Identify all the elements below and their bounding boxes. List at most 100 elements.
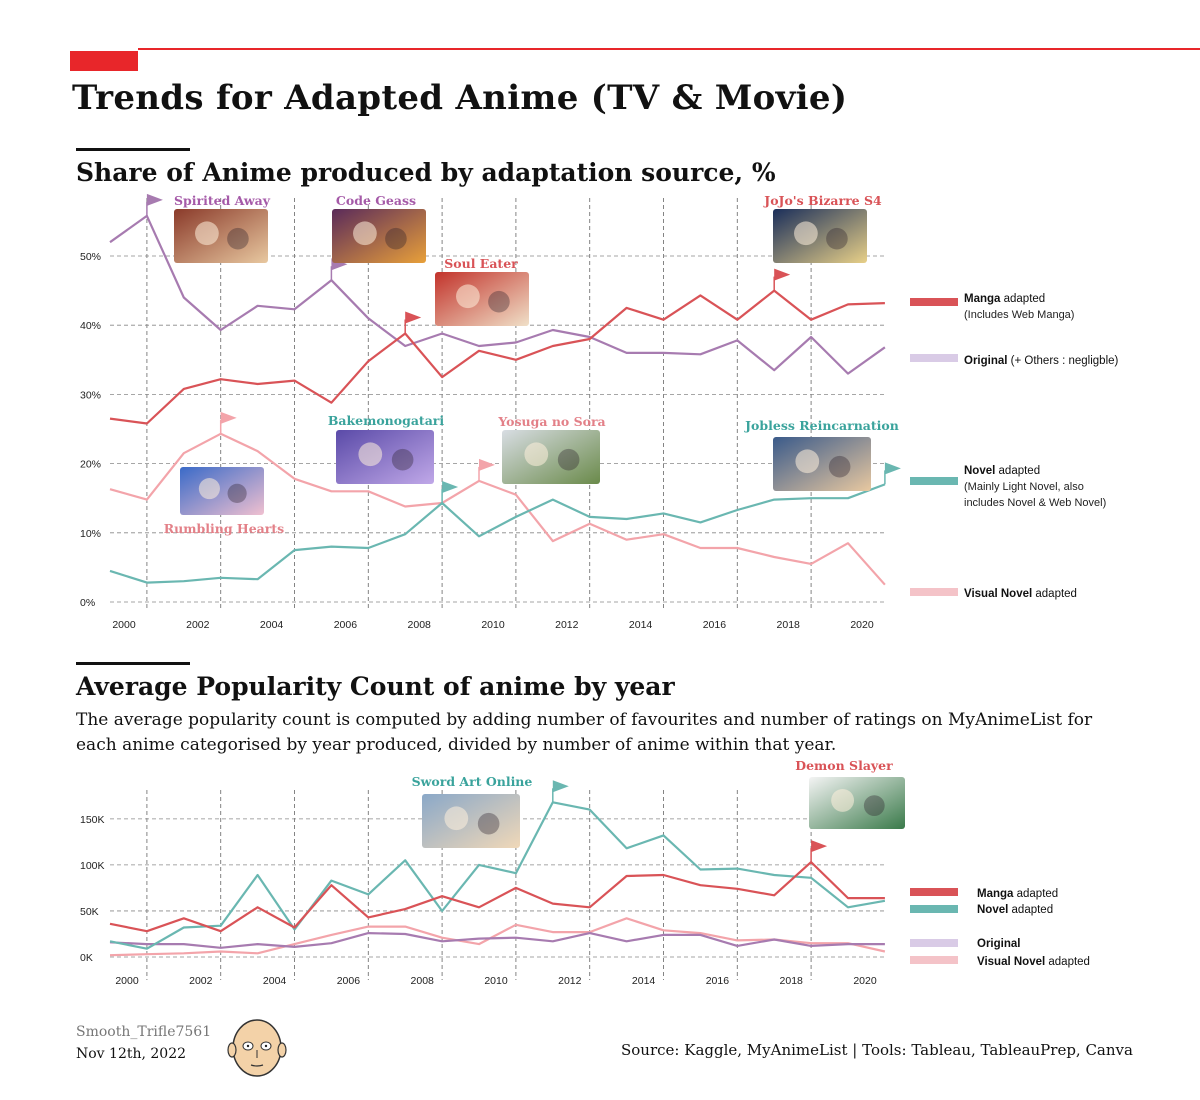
x-tick-label: 2014 bbox=[629, 619, 653, 631]
thumbnail-figure bbox=[524, 442, 549, 467]
annotation-label: Rumbling Hearts bbox=[164, 521, 284, 536]
legend-label-original: Original bbox=[977, 938, 1020, 950]
legend-swatch-original bbox=[910, 354, 958, 362]
annotation-label: Spirited Away bbox=[174, 193, 271, 208]
annotation-thumbnail bbox=[773, 209, 867, 263]
legend-swatch-original bbox=[910, 939, 958, 947]
annotation-thumbnail bbox=[336, 430, 434, 484]
thumbnail-figure bbox=[557, 448, 580, 471]
accent-block bbox=[70, 51, 138, 71]
x-tick-label: 2014 bbox=[632, 975, 656, 987]
legend-swatch-manga bbox=[910, 888, 958, 896]
y-tick-label: 150K bbox=[80, 814, 105, 826]
avatar-icon bbox=[227, 1019, 287, 1077]
thumbnail-figure bbox=[391, 448, 414, 471]
annotation-flag bbox=[811, 840, 828, 853]
x-tick-label: 2004 bbox=[260, 619, 284, 631]
annotation-flag bbox=[884, 462, 901, 475]
thumbnail-figure bbox=[353, 221, 377, 246]
thumbnail-figure bbox=[795, 449, 820, 474]
annotation-label: JoJo's Bizarre S4 bbox=[763, 193, 882, 208]
legend-label-visual: Visual Novel adapted bbox=[964, 588, 1077, 600]
x-tick-label: 2020 bbox=[853, 975, 877, 987]
annotation-label: Yosuga no Sora bbox=[497, 414, 605, 429]
legend-note: (Mainly Light Novel, also bbox=[964, 481, 1084, 493]
annotation-thumbnail bbox=[773, 437, 871, 491]
x-tick-label: 2016 bbox=[703, 619, 727, 631]
source-credit: Source: Kaggle, MyAnimeList | Tools: Tab… bbox=[621, 1041, 1133, 1059]
annotation-label: Jobless Reincarnation bbox=[744, 418, 899, 433]
thumbnail-figure bbox=[195, 221, 219, 246]
annotation-thumbnail bbox=[422, 794, 520, 848]
x-tick-label: 2012 bbox=[555, 619, 579, 631]
annotation-thumbnail bbox=[435, 272, 529, 326]
annotation-label: Bakemonogatari bbox=[328, 413, 445, 428]
series-line-manga bbox=[109, 289, 885, 425]
legend-label-visual: Visual Novel adapted bbox=[977, 956, 1090, 968]
thumbnail-figure bbox=[828, 455, 851, 478]
x-tick-label: 2000 bbox=[112, 619, 136, 631]
annotation-flag bbox=[442, 481, 459, 494]
x-tick-label: 2018 bbox=[780, 975, 804, 987]
annotation-label: Sword Art Online bbox=[412, 774, 533, 789]
page-title: Trends for Adapted Anime (TV & Movie) bbox=[72, 78, 848, 118]
legend-label-novel: Novel adapted bbox=[964, 465, 1040, 477]
y-tick-label: 50% bbox=[80, 251, 101, 263]
series-line-novel bbox=[109, 801, 886, 950]
popularity-chart-title: Average Popularity Count of anime by yea… bbox=[76, 672, 675, 701]
thumbnail-figure bbox=[456, 284, 480, 309]
thumbnail-figure bbox=[488, 290, 510, 313]
x-tick-label: 2008 bbox=[411, 975, 435, 987]
x-tick-label: 2016 bbox=[706, 975, 730, 987]
legend-note: (Includes Web Manga) bbox=[964, 309, 1074, 321]
x-tick-label: 2012 bbox=[558, 975, 582, 987]
thumbnail-figure bbox=[477, 812, 500, 835]
y-tick-label: 100K bbox=[80, 860, 105, 872]
y-tick-label: 0K bbox=[80, 952, 93, 964]
y-tick-label: 10% bbox=[80, 528, 101, 540]
y-tick-label: 40% bbox=[80, 320, 101, 332]
annotation-label: Code Geass bbox=[336, 193, 416, 208]
series-line-visual bbox=[109, 917, 886, 957]
legend-swatch-novel bbox=[910, 477, 958, 485]
x-tick-label: 2002 bbox=[186, 619, 210, 631]
x-tick-label: 2000 bbox=[115, 975, 139, 987]
annotation-label: Soul Eater bbox=[444, 256, 518, 271]
annotation-thumbnail bbox=[180, 467, 264, 515]
thumbnail-figure bbox=[444, 806, 469, 831]
annotation-flag bbox=[405, 311, 422, 324]
thumbnail-figure bbox=[794, 221, 818, 246]
annotation-thumbnail bbox=[174, 209, 268, 263]
x-tick-label: 2006 bbox=[334, 619, 358, 631]
y-tick-label: 30% bbox=[80, 389, 101, 401]
x-tick-label: 2010 bbox=[484, 975, 508, 987]
annotation-thumbnail bbox=[332, 209, 426, 263]
x-tick-label: 2008 bbox=[408, 619, 432, 631]
annotation-flag bbox=[479, 458, 495, 471]
x-tick-label: 2010 bbox=[481, 619, 505, 631]
annotation-flag bbox=[146, 193, 163, 206]
annotation-thumbnail bbox=[502, 430, 600, 484]
legend-label-novel: Novel adapted bbox=[977, 904, 1053, 916]
author-name: Smooth_Trifle7561 bbox=[76, 1024, 212, 1040]
section-rule bbox=[76, 662, 190, 665]
y-tick-label: 0% bbox=[80, 597, 95, 609]
x-tick-label: 2004 bbox=[263, 975, 287, 987]
x-tick-label: 2020 bbox=[850, 619, 874, 631]
annotation-flag bbox=[774, 268, 791, 281]
thumbnail-figure bbox=[227, 227, 249, 250]
thumbnail-figure bbox=[831, 788, 855, 812]
annotation-flag bbox=[552, 780, 569, 793]
post-date: Nov 12th, 2022 bbox=[76, 1046, 187, 1062]
series-line-novel bbox=[109, 483, 886, 584]
share-chart-title: Share of Anime produced by adaptation so… bbox=[76, 158, 776, 187]
popularity-description: The average popularity count is computed… bbox=[76, 710, 1093, 755]
chart-share: 0% 10% 20% 30% 40% 50% 2000 2002 2004 2006 2008 201… bbox=[80, 193, 1119, 631]
legend-swatch-novel bbox=[910, 905, 958, 913]
thumbnail-figure bbox=[358, 442, 383, 467]
thumbnail-figure bbox=[863, 795, 885, 816]
annotation-thumbnail bbox=[809, 777, 905, 829]
chart-popularity: 0K 50K 100K 150K 2000 2002 2004 2006 2008 2010 201… bbox=[80, 758, 1090, 987]
x-tick-label: 2006 bbox=[337, 975, 361, 987]
legend-label-manga: Manga adapted bbox=[964, 293, 1045, 305]
